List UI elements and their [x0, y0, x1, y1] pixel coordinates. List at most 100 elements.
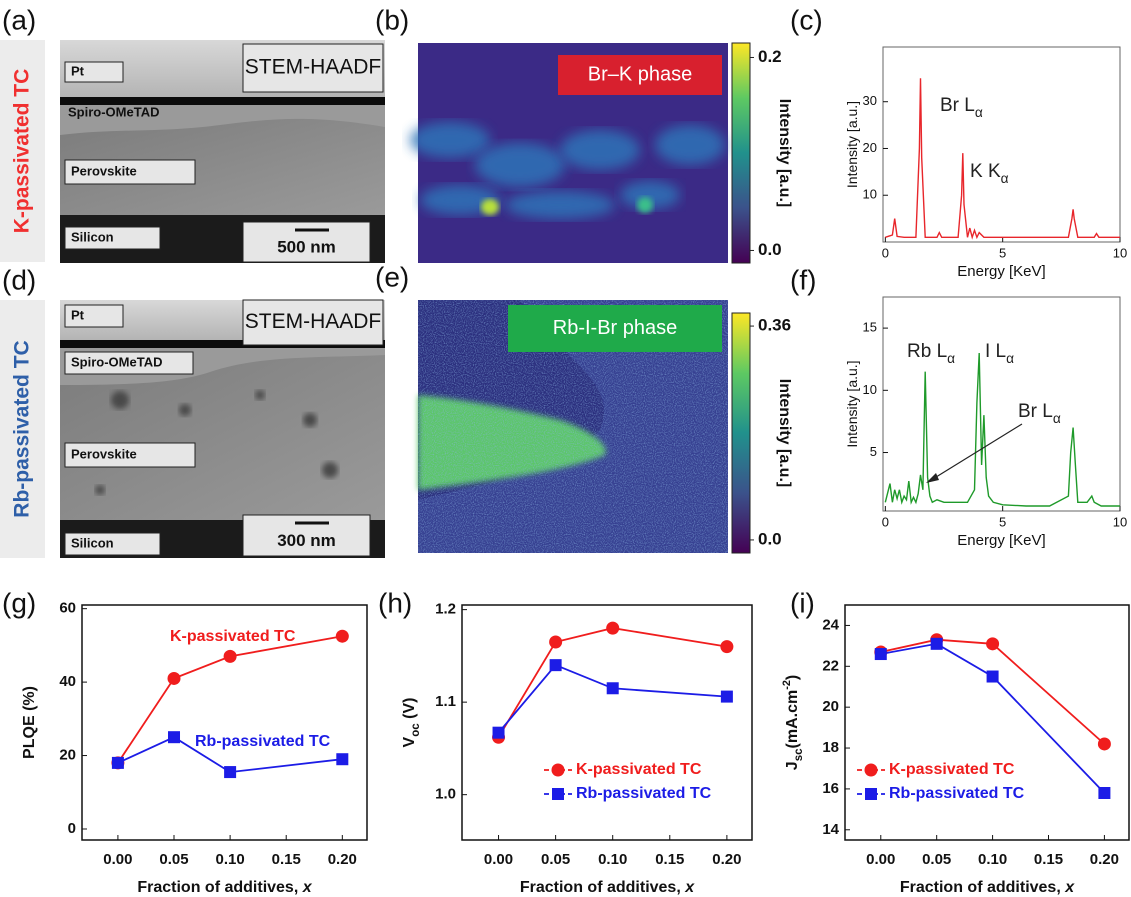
data-point — [1097, 737, 1111, 751]
y-tick-label: 14 — [822, 821, 839, 838]
annotation-part: α — [1006, 351, 1014, 366]
image-label: Silicon — [71, 535, 114, 550]
annotation-part: I L — [985, 341, 1006, 362]
y-axis-label-part: (V) — [401, 698, 418, 724]
x-tick-label: 5 — [999, 514, 1006, 529]
x-axis-label-part: x — [684, 879, 695, 896]
colorbar — [731, 42, 751, 264]
label-box — [64, 351, 194, 375]
panel-label: (c) — [790, 4, 823, 35]
map-blob — [420, 185, 500, 215]
grain-spot — [95, 485, 105, 495]
x-axis-label-part: Fraction of additives, — [900, 879, 1065, 896]
legend-marker — [551, 763, 565, 777]
x-tick-label: 0 — [882, 245, 889, 260]
x-tick-label: 0.00 — [103, 851, 132, 868]
y-tick-label: 20 — [822, 698, 839, 715]
data-point — [167, 671, 181, 685]
annotation: Br Lα — [940, 95, 983, 120]
x-axis-label: Fraction of additives, x — [137, 879, 312, 896]
y-tick-label: 10 — [863, 187, 877, 202]
data-point — [492, 726, 505, 739]
data-point — [606, 621, 620, 635]
y-axis-label-part: oc — [410, 723, 422, 737]
y-axis-label-part: PLQE (%) — [21, 686, 38, 759]
legend-label: K-passivated TC — [576, 761, 702, 778]
data-point — [986, 670, 999, 683]
y-axis-label: PLQE (%) — [21, 686, 38, 759]
phase-box — [508, 305, 722, 352]
x-tick-label: 0.20 — [328, 851, 357, 868]
annotation-part: α — [947, 351, 955, 366]
colorbar-tick-label: 0.36 — [758, 316, 791, 335]
x-tick-label: 10 — [1113, 514, 1127, 529]
colorbar-label: Intensity [a.u.] — [776, 99, 793, 207]
data-point — [224, 766, 237, 779]
absorber-layer — [60, 118, 385, 215]
annotation-part: K K — [970, 161, 1001, 182]
x-tick-label: 0.00 — [484, 851, 513, 868]
y-tick-label: 10 — [863, 382, 877, 397]
x-axis-label: Fraction of additives, x — [520, 879, 695, 896]
label-box — [242, 299, 384, 346]
annotation-arrow — [927, 423, 1023, 483]
x-axis-label: Fraction of additives, x — [900, 879, 1075, 896]
colorbar-tick-label: 0.0 — [758, 529, 782, 548]
absorber-layer — [60, 355, 385, 520]
phase-box — [558, 55, 722, 95]
map-blob — [475, 143, 565, 187]
data-line — [884, 352, 1120, 507]
plot-frame — [461, 604, 753, 841]
x-tick-label: 0.05 — [159, 851, 188, 868]
colorbar-tick-label: 0.2 — [758, 47, 782, 66]
map-hotspot — [637, 197, 653, 213]
data-point — [168, 731, 181, 744]
annotation: I Lα — [985, 341, 1014, 366]
x-tick-label: 0.20 — [712, 851, 741, 868]
x-tick-label: 0 — [882, 514, 889, 529]
plot-frame — [81, 604, 368, 841]
image-label: STEM-HAADF — [245, 310, 382, 333]
panel-label: (h) — [378, 587, 412, 618]
map-blob — [560, 130, 640, 170]
y-tick-label: 20 — [59, 747, 76, 764]
y-tick-label: 60 — [59, 600, 76, 617]
x-axis-label: Energy [KeV] — [957, 263, 1045, 280]
x-tick-label: 0.15 — [1034, 851, 1063, 868]
panel-label: (b) — [375, 4, 409, 35]
legend-label: Rb-passivated TC — [576, 785, 712, 802]
image-label: STEM-HAADF — [245, 56, 382, 79]
y-tick-label: 0 — [68, 820, 76, 837]
x-axis-label-part: Fraction of additives, — [520, 879, 685, 896]
label-box — [64, 61, 124, 83]
x-axis-label-part: Energy [KeV] — [957, 532, 1045, 549]
y-tick-label: 22 — [822, 657, 839, 674]
x-tick-label: 0.00 — [866, 851, 895, 868]
legend-label: K-passivated TC — [889, 761, 1015, 778]
y-tick-label: 15 — [863, 320, 877, 335]
annotation-part: α — [1001, 171, 1009, 186]
y-axis-label: Voc (V) — [401, 698, 422, 748]
legend-marker — [865, 788, 877, 800]
x-tick-label: 0.05 — [922, 851, 951, 868]
image-label: Spiro-OMeTAD — [68, 104, 159, 119]
image-label: Perovskite — [71, 163, 137, 178]
plot-frame — [882, 296, 1121, 512]
colorbar — [731, 312, 751, 554]
y-axis-label: Intensity [a.u.] — [844, 101, 860, 188]
x-tick-label: 10 — [1113, 245, 1127, 260]
y-axis-label-part: Intensity [a.u.] — [844, 360, 860, 447]
data-line — [117, 736, 343, 774]
y-tick-label: 5 — [870, 444, 877, 459]
plot-frame — [844, 604, 1130, 841]
image-label: Silicon — [71, 229, 114, 244]
colorbar-label: Intensity [a.u.] — [776, 379, 793, 487]
y-axis-label: Jsc(mA.cm-2) — [781, 675, 805, 770]
panel-label: (i) — [790, 587, 815, 618]
colorbar-tick-label: 0.0 — [758, 240, 782, 259]
y-axis-label: Intensity [a.u.] — [844, 360, 860, 447]
panel-label: (d) — [2, 264, 36, 295]
x-axis-label-part: x — [302, 879, 313, 896]
